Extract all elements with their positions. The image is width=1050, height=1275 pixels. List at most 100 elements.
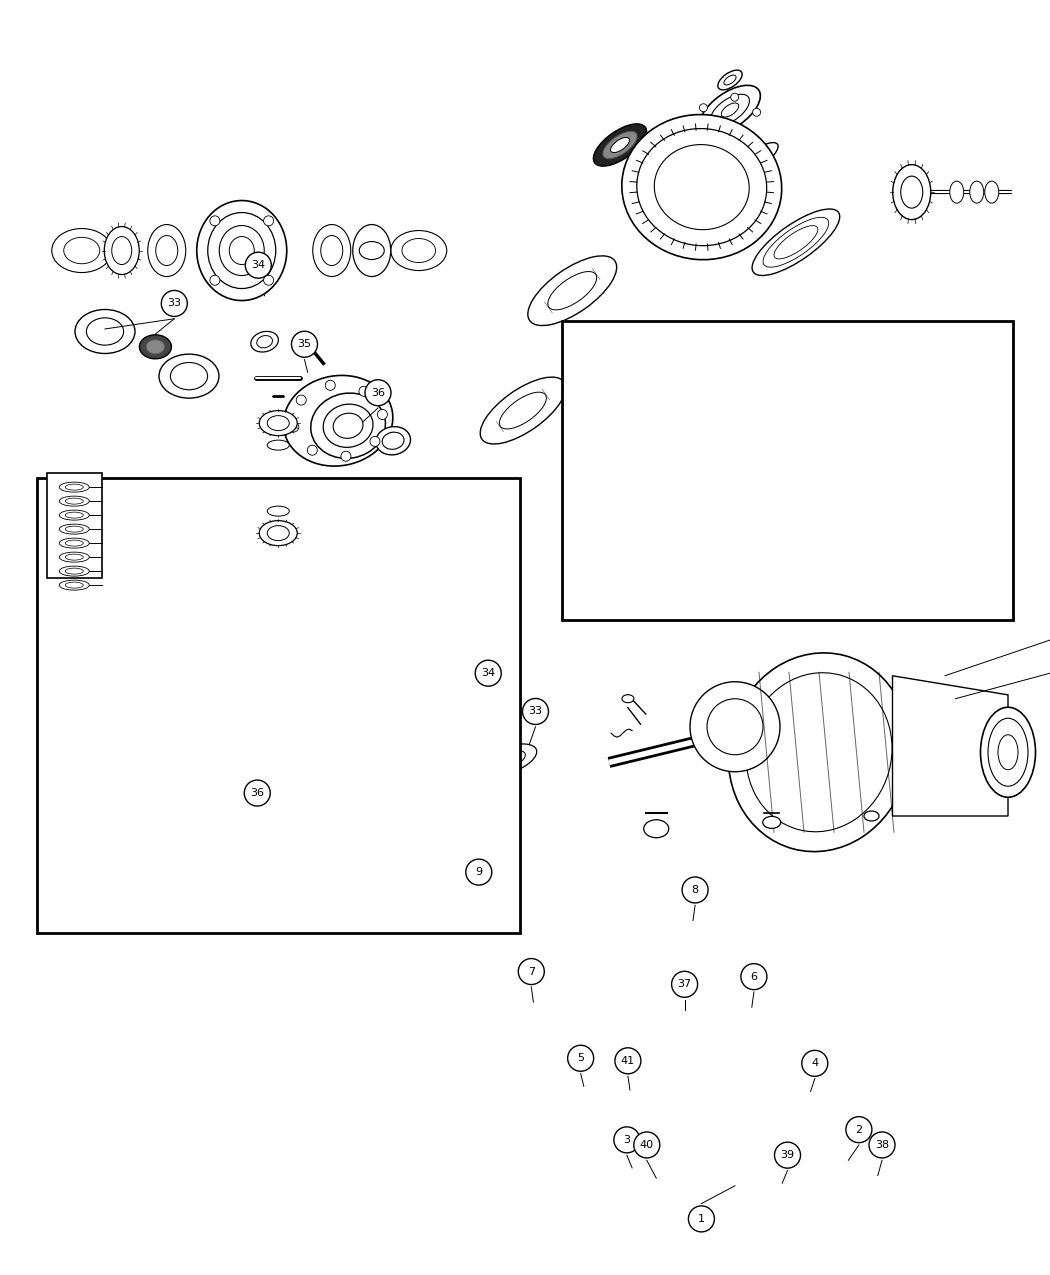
- Text: 1: 1: [698, 1214, 705, 1224]
- Ellipse shape: [59, 552, 89, 562]
- Circle shape: [365, 380, 391, 405]
- Circle shape: [370, 436, 380, 446]
- Ellipse shape: [64, 237, 100, 264]
- Ellipse shape: [65, 541, 83, 546]
- Circle shape: [292, 332, 317, 357]
- Ellipse shape: [86, 317, 124, 346]
- Ellipse shape: [622, 115, 781, 260]
- Ellipse shape: [603, 131, 637, 158]
- Ellipse shape: [950, 181, 964, 203]
- Ellipse shape: [988, 718, 1028, 787]
- Ellipse shape: [65, 484, 83, 490]
- Text: 35: 35: [297, 339, 312, 349]
- Ellipse shape: [391, 231, 446, 270]
- Ellipse shape: [892, 164, 930, 219]
- Circle shape: [359, 386, 369, 397]
- Ellipse shape: [382, 432, 404, 449]
- Ellipse shape: [622, 695, 634, 703]
- Ellipse shape: [636, 129, 766, 246]
- Ellipse shape: [480, 377, 566, 444]
- Ellipse shape: [268, 525, 289, 541]
- Ellipse shape: [528, 256, 616, 325]
- Ellipse shape: [985, 181, 999, 203]
- Circle shape: [377, 409, 387, 419]
- Circle shape: [264, 215, 274, 226]
- Text: 34: 34: [251, 260, 266, 270]
- Text: 33: 33: [167, 298, 182, 309]
- Ellipse shape: [901, 176, 923, 208]
- Text: 6: 6: [751, 972, 757, 982]
- Circle shape: [753, 108, 760, 116]
- Ellipse shape: [256, 335, 273, 348]
- Ellipse shape: [251, 332, 278, 352]
- Text: 37: 37: [677, 979, 692, 989]
- Ellipse shape: [491, 750, 525, 770]
- Ellipse shape: [459, 527, 482, 544]
- Circle shape: [775, 1142, 800, 1168]
- Circle shape: [634, 1132, 659, 1158]
- Ellipse shape: [732, 143, 778, 177]
- Ellipse shape: [376, 427, 411, 455]
- Circle shape: [741, 964, 766, 989]
- Ellipse shape: [268, 416, 289, 431]
- Ellipse shape: [140, 335, 171, 358]
- Ellipse shape: [864, 811, 879, 821]
- Ellipse shape: [59, 566, 89, 576]
- Ellipse shape: [970, 181, 984, 203]
- Ellipse shape: [321, 518, 414, 579]
- Ellipse shape: [708, 360, 762, 400]
- Ellipse shape: [654, 144, 750, 230]
- Ellipse shape: [721, 103, 739, 117]
- Ellipse shape: [111, 237, 131, 264]
- Ellipse shape: [268, 440, 289, 450]
- Ellipse shape: [774, 226, 818, 259]
- Circle shape: [210, 275, 219, 286]
- Ellipse shape: [59, 510, 89, 520]
- Text: 40: 40: [639, 1140, 654, 1150]
- Bar: [562, 321, 1013, 620]
- Circle shape: [341, 451, 351, 462]
- Ellipse shape: [729, 653, 909, 852]
- Circle shape: [802, 1051, 827, 1076]
- Circle shape: [289, 422, 299, 432]
- Bar: [47, 473, 102, 578]
- Circle shape: [308, 445, 317, 455]
- Circle shape: [707, 699, 763, 755]
- Ellipse shape: [593, 124, 647, 166]
- Ellipse shape: [196, 200, 287, 301]
- Ellipse shape: [746, 673, 892, 831]
- Circle shape: [846, 1117, 872, 1142]
- Circle shape: [466, 859, 491, 885]
- Ellipse shape: [170, 362, 208, 390]
- Text: 5: 5: [578, 1053, 584, 1063]
- Ellipse shape: [458, 725, 500, 748]
- Ellipse shape: [467, 731, 490, 743]
- Circle shape: [264, 275, 274, 286]
- Text: 8: 8: [692, 885, 698, 895]
- Ellipse shape: [311, 393, 385, 459]
- Circle shape: [721, 119, 730, 126]
- Ellipse shape: [104, 227, 140, 274]
- Circle shape: [476, 660, 501, 686]
- Ellipse shape: [309, 510, 426, 586]
- Text: 38: 38: [875, 1140, 889, 1150]
- Ellipse shape: [65, 527, 83, 532]
- Polygon shape: [892, 676, 1008, 816]
- Ellipse shape: [610, 138, 629, 153]
- Ellipse shape: [723, 152, 766, 185]
- Text: 41: 41: [621, 1056, 635, 1066]
- Ellipse shape: [333, 413, 363, 439]
- Ellipse shape: [65, 569, 83, 574]
- Circle shape: [614, 1127, 639, 1153]
- Ellipse shape: [59, 524, 89, 534]
- Ellipse shape: [644, 820, 669, 838]
- Ellipse shape: [268, 506, 289, 516]
- Ellipse shape: [59, 580, 89, 590]
- Circle shape: [210, 215, 219, 226]
- Ellipse shape: [65, 513, 83, 518]
- Ellipse shape: [59, 482, 89, 492]
- Circle shape: [689, 1206, 714, 1232]
- Ellipse shape: [323, 404, 373, 448]
- Ellipse shape: [208, 213, 276, 288]
- Text: 34: 34: [481, 668, 496, 678]
